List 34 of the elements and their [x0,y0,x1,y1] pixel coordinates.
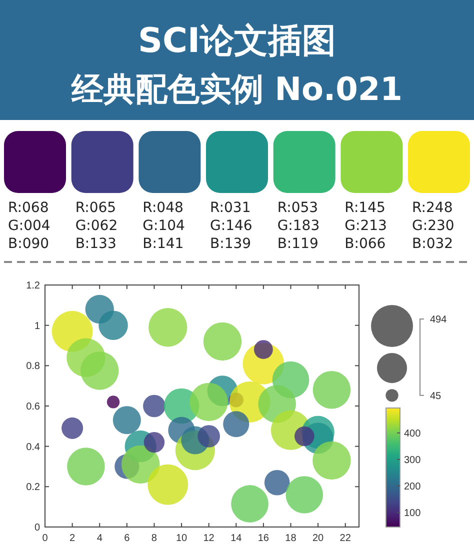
text: 经典配色实例 No.021 [70,70,402,108]
x-tick-label: 14 [230,533,242,544]
x-tick-label: 22 [340,533,352,544]
x-tick-label: 6 [124,533,130,544]
y-tick-label: 0.2 [26,482,40,494]
x-tick-label: 20 [312,533,324,544]
color-bar-label: 100 [404,508,422,519]
text: R:065 G:062 B:133 [75,200,118,252]
x-tick-label: 2 [70,533,76,544]
x-tick-label: 0 [42,533,48,544]
text: R:031 G:146 B:139 [210,200,252,252]
y-tick-label: 0.8 [26,361,40,372]
x-tick-label: 4 [96,533,103,544]
text: R:068 G:004 B:090 [8,200,50,252]
text: R:048 G:104 B:141 [142,200,186,252]
x-tick-label: 10 [176,533,188,544]
text: SCI论文插图 [138,21,336,61]
x-tick-label: 18 [285,533,297,544]
x-tick-label: 8 [151,533,158,544]
text: R:248 G:230 B:032 [412,200,454,252]
y-tick-label: 0.6 [26,402,40,412]
y-tick-label: 0 [34,522,40,534]
color-bar-label: 400 [404,428,422,440]
y-tick-label: 1 [34,320,40,332]
y-tick-label: 1.2 [26,280,40,292]
legend-label: 494 [430,314,448,326]
x-tick-label: 12 [203,533,215,544]
text: R:145 G:213 B:066 [344,200,387,252]
y-tick-label: 0.4 [26,442,40,453]
text: R:053 G:183 B:119 [277,200,320,252]
color-bar-label: 300 [404,454,422,466]
legend-label: 45 [430,390,442,402]
color-bar-label: 200 [404,481,422,492]
x-tick-label: 16 [258,533,270,544]
